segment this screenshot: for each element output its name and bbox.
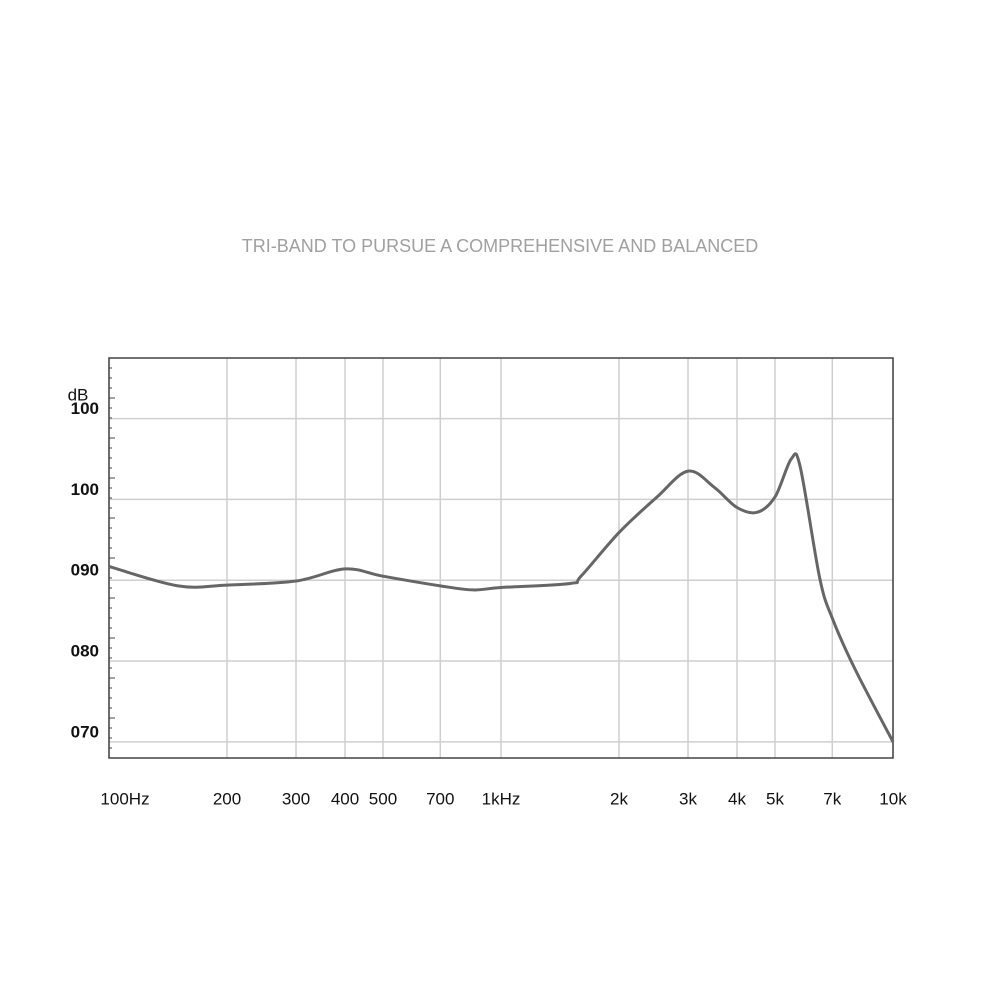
x-tick-label: 2k <box>610 789 628 808</box>
x-tick-label: 5k <box>766 789 784 808</box>
y-tick-label: 070 <box>71 722 99 741</box>
x-tick-label: 300 <box>282 789 310 808</box>
y-tick-label: 080 <box>71 642 99 661</box>
chart-title: TRI-BAND TO PURSUE A COMPREHENSIVE AND B… <box>242 236 758 256</box>
x-tick-label: 10k <box>879 789 907 808</box>
y-tick-label: 090 <box>71 561 99 580</box>
x-tick-label: 4k <box>728 789 746 808</box>
x-tick-label: 3k <box>679 789 697 808</box>
response-line <box>108 452 895 743</box>
y-tick-label: 100 <box>71 399 99 418</box>
x-tick-label: 1kHz <box>482 789 521 808</box>
x-tick-label: 100Hz <box>100 789 149 808</box>
y-tick-label: 100 <box>71 480 99 499</box>
x-tick-label: 400 <box>331 789 359 808</box>
x-tick-label: 7k <box>823 789 841 808</box>
x-tick-label: 700 <box>426 789 454 808</box>
y-axis-label: dB <box>68 385 89 404</box>
x-tick-label: 500 <box>369 789 397 808</box>
x-tick-label: 200 <box>213 789 241 808</box>
